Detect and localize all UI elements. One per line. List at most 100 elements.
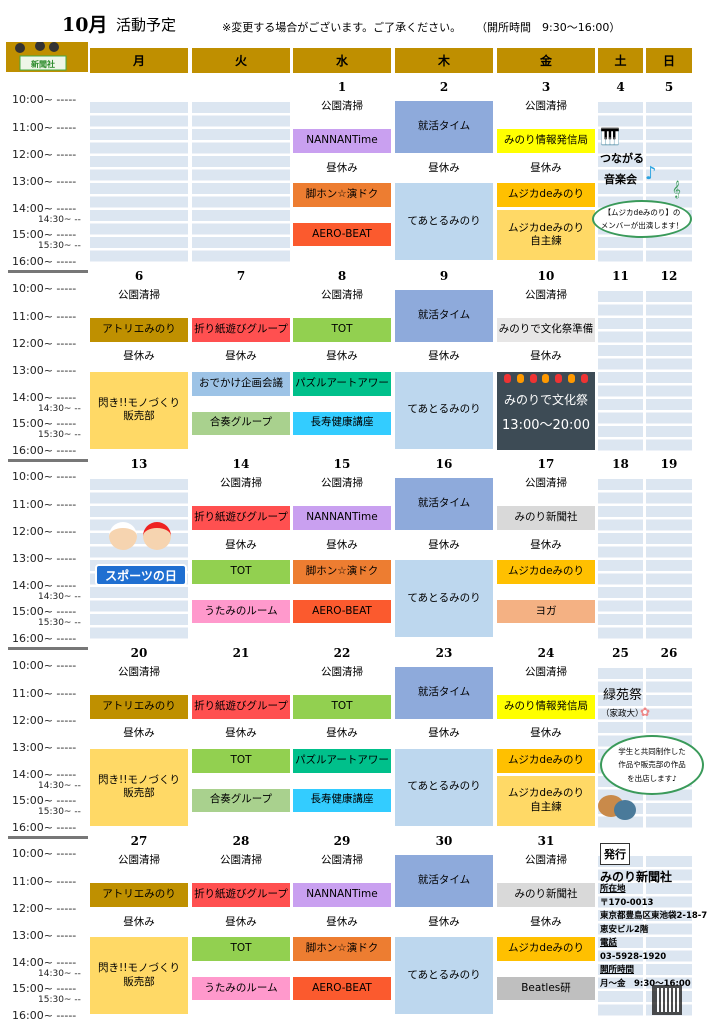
- child-icon: [109, 522, 137, 550]
- activity-block[interactable]: てあとるみのり: [395, 371, 493, 449]
- activity-block[interactable]: NANNANTime: [293, 506, 391, 530]
- activity-block[interactable]: ムジカdeみのり: [497, 183, 595, 207]
- activity-block[interactable]: みのり新聞社: [497, 883, 595, 907]
- activity-block[interactable]: TOT: [192, 937, 290, 961]
- activity-block[interactable]: 就活タイム: [395, 478, 493, 530]
- time-label: 14:30~ --: [38, 969, 81, 979]
- activity-block[interactable]: NANNANTime: [293, 129, 391, 153]
- schedule-note: 昼休み: [225, 350, 257, 363]
- activity-block[interactable]: 折り紙遊びグループ: [192, 506, 290, 530]
- schedule-note: 公園清掃: [321, 477, 363, 490]
- activity-block[interactable]: アトリエみのり: [90, 317, 188, 342]
- activity-block[interactable]: 折り紙遊びグループ: [192, 883, 290, 907]
- activity-block[interactable]: 合奏グループ: [192, 788, 290, 812]
- qr-code-icon[interactable]: [652, 985, 682, 1015]
- hours: 月～金 9:30～16:00: [600, 978, 691, 989]
- time-label: 14:00~ -----: [12, 390, 77, 404]
- activity-block[interactable]: 就活タイム: [395, 855, 493, 907]
- schedule-note: 昼休み: [123, 727, 155, 740]
- schedule-note: 公園清掃: [525, 477, 567, 490]
- schedule-note: 昼休み: [225, 727, 257, 740]
- activity-block[interactable]: Beatles研: [497, 977, 595, 1000]
- time-label: 15:30~ --: [38, 429, 81, 440]
- schedule-note: 公園清掃: [525, 288, 567, 301]
- activity-block[interactable]: 脚ホン☆演ドク: [293, 937, 391, 961]
- schedule-note: 昼休み: [530, 350, 562, 363]
- activity-block[interactable]: みのり情報発信局: [497, 694, 595, 719]
- time-label: 15:00~ -----: [12, 416, 77, 430]
- activity-block[interactable]: 脚ホン☆演ドク: [293, 183, 391, 207]
- activity-block[interactable]: ムジカdeみのり 自主練: [497, 775, 595, 826]
- phone: 03-5928-1920: [600, 951, 667, 962]
- child-icon: [143, 522, 171, 550]
- schedule-note: 昼休み: [123, 350, 155, 363]
- activity-block[interactable]: てあとるみのり: [395, 937, 493, 1014]
- schedule-note: 公園清掃: [525, 665, 567, 678]
- activity-block[interactable]: 折り紙遊びグループ: [192, 694, 290, 719]
- activity-block[interactable]: 折り紙遊びグループ: [192, 317, 290, 342]
- concert-line2: 音楽会: [604, 173, 637, 186]
- activity-block[interactable]: ムジカdeみのり: [497, 937, 595, 961]
- time-label: 10:00~ -----: [12, 658, 77, 672]
- activity-block[interactable]: 長寿健康講座: [293, 788, 391, 812]
- activity-block[interactable]: ムジカdeみのり: [497, 560, 595, 584]
- activity-block[interactable]: おでかけ企画会議: [192, 371, 290, 396]
- activity-block[interactable]: AERO-BEAT: [293, 600, 391, 623]
- activity-block[interactable]: 閃き!!モノづくり 販売部: [90, 937, 188, 1014]
- schedule-note: 昼休み: [225, 915, 257, 928]
- activity-block[interactable]: AERO-BEAT: [293, 977, 391, 1000]
- activity-block[interactable]: 脚ホン☆演ドク: [293, 560, 391, 584]
- activity-block[interactable]: パズルアートアワー: [293, 371, 391, 396]
- date-number: 10: [537, 268, 555, 283]
- activity-block[interactable]: TOT: [192, 560, 290, 584]
- festival-title: みのりで文化祭: [503, 393, 588, 407]
- activity-block[interactable]: うたみのルーム: [192, 600, 290, 623]
- time-label: 16:00~ -----: [12, 1009, 77, 1022]
- activity-block[interactable]: 就活タイム: [395, 666, 493, 719]
- activity-block[interactable]: アトリエみのり: [90, 883, 188, 907]
- activity-block[interactable]: AERO-BEAT: [293, 223, 391, 246]
- activity-block[interactable]: 就活タイム: [395, 289, 493, 342]
- activity-block[interactable]: 閃き!!モノづくり 販売部: [90, 371, 188, 449]
- activity-block[interactable]: みのり情報発信局: [497, 129, 595, 153]
- time-label: 10:00~ -----: [12, 281, 77, 295]
- schedule-note: 昼休み: [428, 161, 460, 174]
- activity-block[interactable]: 就活タイム: [395, 101, 493, 153]
- time-label: 13:00~ -----: [12, 175, 77, 188]
- time-label: 10:00~ -----: [12, 93, 77, 106]
- activity-block[interactable]: アトリエみのり: [90, 694, 188, 719]
- time-label: 13:00~ -----: [12, 740, 77, 754]
- svg-text:新聞社: 新聞社: [31, 59, 55, 69]
- activity-block[interactable]: TOT: [293, 694, 391, 719]
- activity-block[interactable]: ムジカdeみのり 自主練: [497, 210, 595, 260]
- address-label: 所在地: [600, 884, 626, 894]
- date-number: 13: [130, 457, 148, 471]
- activity-block[interactable]: NANNANTime: [293, 883, 391, 907]
- activity-block[interactable]: TOT: [192, 748, 290, 773]
- activity-block[interactable]: 閃き!!モノづくり 販売部: [90, 748, 188, 826]
- activity-block[interactable]: てあとるみのり: [395, 560, 493, 637]
- schedule-note: 昼休み: [326, 161, 358, 174]
- activity-block[interactable]: TOT: [293, 317, 391, 342]
- activity-block[interactable]: みのり新聞社: [497, 506, 595, 530]
- weekday-header-6: 日: [646, 48, 692, 73]
- activity-block[interactable]: ヨガ: [497, 600, 595, 623]
- activity-block[interactable]: うたみのルーム: [192, 977, 290, 1000]
- time-label: 12:00~ -----: [12, 148, 77, 161]
- time-label: 13:00~ -----: [12, 552, 77, 565]
- time-label: 13:00~ -----: [12, 929, 77, 942]
- date-number: 11: [612, 268, 629, 283]
- week-separator: [8, 647, 88, 650]
- date-number: 12: [660, 268, 678, 283]
- activity-block[interactable]: てあとるみのり: [395, 748, 493, 826]
- schedule-note: 昼休み: [428, 350, 460, 363]
- activity-block[interactable]: てあとるみのり: [395, 183, 493, 260]
- activity-block[interactable]: みのりで文化祭準備: [497, 317, 595, 342]
- ryokuen-sub: （家政大）: [601, 709, 644, 719]
- activity-block[interactable]: ムジカdeみのり: [497, 748, 595, 773]
- logo-illustration: 新聞社: [6, 42, 88, 72]
- activity-block[interactable]: 合奏グループ: [192, 411, 290, 435]
- time-label: 16:00~ -----: [12, 255, 77, 268]
- activity-block[interactable]: 長寿健康講座: [293, 411, 391, 435]
- activity-block[interactable]: パズルアートアワー: [293, 748, 391, 773]
